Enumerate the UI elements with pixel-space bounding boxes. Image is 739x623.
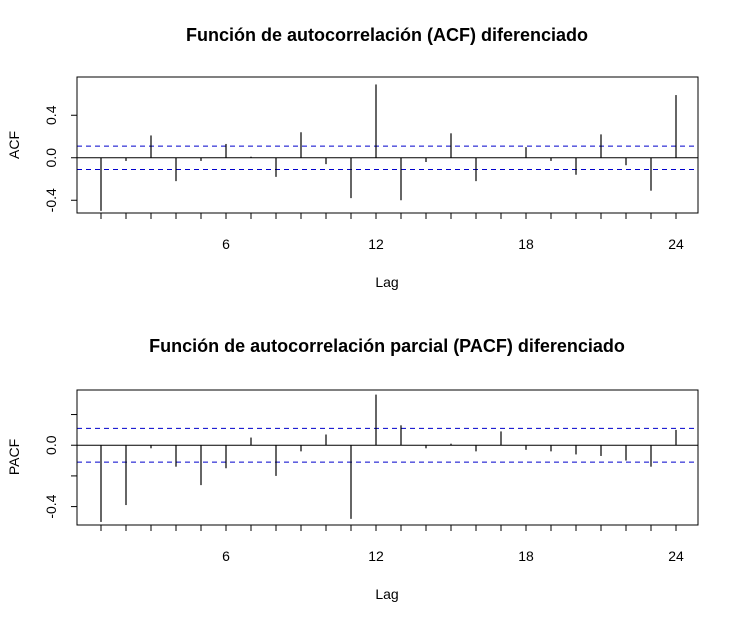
acf-x-tick-label-18: 18 [518,236,534,252]
pacf-x-tick-label-18: 18 [518,548,534,564]
acf-x-tick-label-12: 12 [368,236,384,252]
pacf-panel: Función de autocorrelación parcial (PACF… [6,336,699,602]
acf-y-tick-label-1: 0.0 [43,148,59,168]
acf-y-tick-label-2: 0.4 [43,105,59,125]
acf-y-tick-label-0: -0.4 [43,188,59,212]
acf-spikes [77,84,698,211]
pacf-x-tick-label-12: 12 [368,548,384,564]
pacf-y-tick-label-1: 0.0 [43,435,59,455]
acf-ylabel: ACF [6,131,22,159]
acf-x-tick-label-6: 6 [222,236,230,252]
pacf-ylabel: PACF [6,439,22,475]
acf-plot-frame [76,76,699,214]
acf-x-axis: 6 12 18 24 [100,213,684,252]
pacf-x-tick-label-6: 6 [222,548,230,564]
pacf-y-axis: -0.4 0.0 [43,390,78,525]
acf-panel: Función de autocorrelación (ACF) diferen… [6,25,699,290]
acf-title: Función de autocorrelación (ACF) diferen… [186,25,588,45]
acf-xlabel: Lag [375,274,398,290]
pacf-plot-frame [76,389,699,526]
pacf-y-tick-label-0: -0.4 [43,494,59,518]
pacf-title: Función de autocorrelación parcial (PACF… [149,336,625,356]
acf-y-axis: -0.4 0.0 0.4 [43,77,78,213]
pacf-spikes [77,394,698,522]
acf-x-tick-label-24: 24 [668,236,684,252]
pacf-x-axis: 6 12 18 24 [100,525,684,564]
pacf-x-tick-label-24: 24 [668,548,684,564]
pacf-xlabel: Lag [375,586,398,602]
